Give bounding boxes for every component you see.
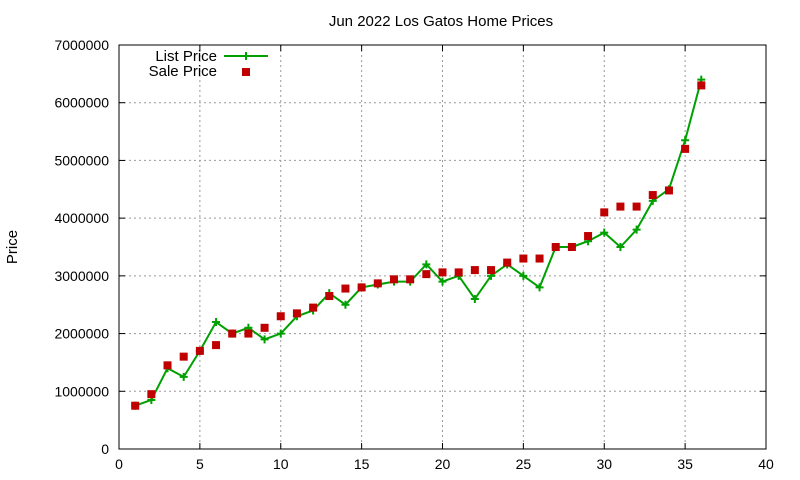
sale-price-point bbox=[648, 191, 657, 200]
y-tick-label: 5000000 bbox=[54, 152, 109, 168]
legend-label-sale-price: Sale Price bbox=[149, 63, 217, 80]
y-tick-label: 1000000 bbox=[54, 383, 109, 399]
series-layer bbox=[131, 75, 706, 410]
sale-price-point bbox=[260, 323, 269, 332]
sale-price-point bbox=[389, 275, 398, 284]
sale-price-point bbox=[147, 390, 156, 399]
sale-price-point bbox=[454, 268, 463, 277]
sale-price-point bbox=[470, 266, 479, 275]
y-tick-label: 6000000 bbox=[54, 95, 109, 111]
sale-price-point bbox=[616, 202, 625, 211]
sale-price-point bbox=[276, 312, 285, 321]
sale-price-point bbox=[600, 208, 609, 217]
sale-price-point bbox=[487, 266, 496, 275]
sale-price-point bbox=[535, 254, 544, 263]
sale-price-point bbox=[212, 341, 221, 350]
list-price-point bbox=[632, 225, 641, 234]
x-tick-label: 35 bbox=[677, 456, 693, 472]
sale-price-point bbox=[292, 309, 301, 318]
sale-price-point bbox=[341, 284, 350, 293]
sale-price-point bbox=[373, 279, 382, 288]
sale-price-point bbox=[584, 232, 593, 241]
list-price-point bbox=[422, 260, 431, 269]
list-price-point bbox=[616, 243, 625, 251]
sale-price-point bbox=[131, 401, 140, 410]
x-tick-label: 0 bbox=[115, 456, 123, 472]
axis-ticks: 0 5 10 15 20 25 30 35 40 0 1000000 2000000 3000000 40… bbox=[54, 37, 774, 472]
x-tick-label: 30 bbox=[596, 456, 612, 472]
sale-price-point bbox=[422, 270, 431, 279]
list-price-point bbox=[212, 318, 221, 327]
list-price-point bbox=[179, 372, 188, 381]
sale-price-point bbox=[195, 346, 204, 355]
sale-price-point bbox=[406, 275, 415, 284]
list-price-point bbox=[260, 335, 269, 344]
list-price-point bbox=[600, 228, 609, 237]
sale-price-point bbox=[681, 144, 690, 153]
grid bbox=[119, 45, 766, 449]
x-tick-label: 20 bbox=[435, 456, 451, 472]
sale-price-point bbox=[357, 283, 366, 292]
list-price-point bbox=[438, 277, 447, 286]
x-tick-label: 40 bbox=[758, 456, 774, 472]
y-tick-label: 4000000 bbox=[54, 210, 109, 226]
sale-price-point bbox=[325, 292, 334, 301]
sale-price-point bbox=[163, 361, 172, 370]
sale-price-point bbox=[438, 268, 447, 277]
sale-price-point bbox=[632, 202, 641, 211]
y-axis-label: Price bbox=[4, 230, 21, 264]
y-tick-label: 0 bbox=[101, 441, 109, 457]
legend-label-list-price: List Price bbox=[155, 48, 217, 65]
sale-price-point bbox=[244, 329, 253, 338]
x-tick-label: 25 bbox=[516, 456, 532, 472]
list-price-point bbox=[535, 283, 544, 292]
sale-price-point bbox=[551, 243, 560, 251]
list-price-point bbox=[519, 271, 528, 280]
sale-price-point bbox=[519, 254, 528, 263]
sale-price-point bbox=[567, 243, 576, 251]
legend-marker-sale-price bbox=[242, 68, 250, 76]
sale-price-point bbox=[228, 329, 237, 338]
list-price-point bbox=[341, 300, 350, 309]
chart-title: Jun 2022 Los Gatos Home Prices bbox=[329, 13, 553, 30]
sale-price-point bbox=[309, 303, 318, 312]
list-price-point bbox=[276, 329, 285, 338]
list-price-line bbox=[134, 79, 703, 407]
y-tick-label: 7000000 bbox=[54, 37, 109, 53]
x-tick-label: 10 bbox=[273, 456, 289, 472]
legend-marker-list-price bbox=[242, 52, 250, 60]
sale-price-point bbox=[179, 352, 188, 361]
list-price-point bbox=[681, 136, 690, 145]
sale-price-point bbox=[503, 258, 512, 267]
sale-price-point bbox=[697, 81, 706, 90]
plot-frame bbox=[118, 44, 767, 450]
y-tick-label: 3000000 bbox=[54, 268, 109, 284]
list-price-point bbox=[470, 294, 479, 303]
sale-price-point bbox=[664, 186, 673, 195]
x-tick-label: 15 bbox=[354, 456, 370, 472]
x-tick-label: 5 bbox=[196, 456, 204, 472]
y-tick-label: 2000000 bbox=[54, 326, 109, 342]
